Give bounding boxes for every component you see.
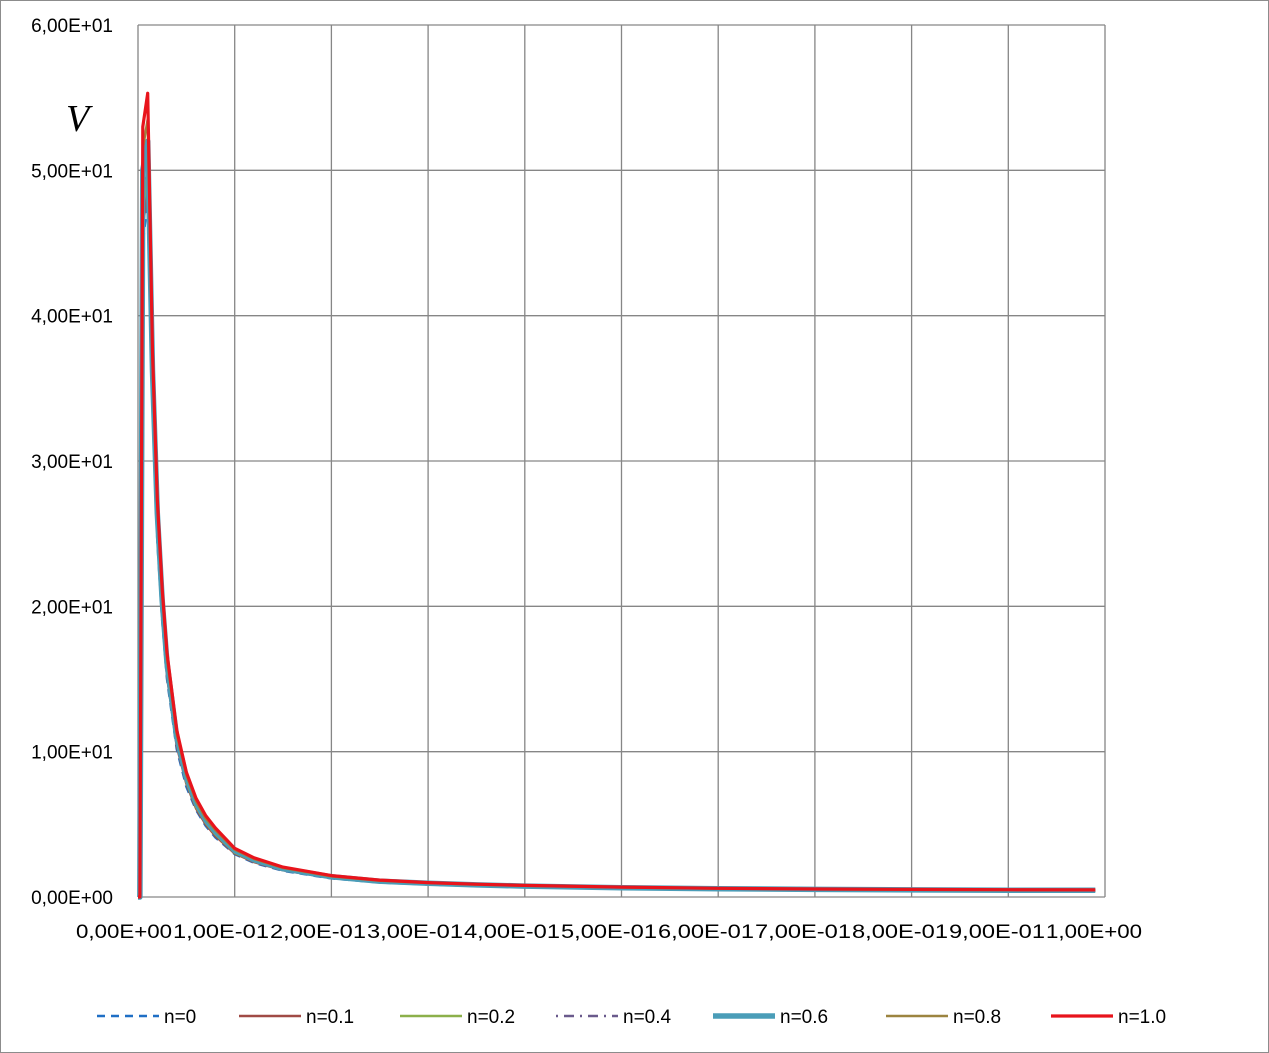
y-tick-label-0: 0,00E+00 <box>31 888 113 909</box>
legend-item-0: n=0 <box>97 1007 196 1028</box>
y-axis-label: V <box>66 98 93 140</box>
legend-item-2: n=0.2 <box>400 1007 515 1028</box>
y-tick-label-4: 4,00E+01 <box>31 307 113 328</box>
legend: n=0 n=0.1 n=0.2 n=0.4 n=0.6 n=0.8 n=1.0 <box>97 1007 1166 1028</box>
x-tick-label-0: 0,00E+00 <box>76 922 172 943</box>
x-tick-label-4: 4,00E-01 <box>464 922 560 943</box>
series-line-6 <box>138 91 1096 899</box>
x-tick-label-1: 1,00E-01 <box>173 922 269 943</box>
legend-item-3: n=0.4 <box>556 1007 672 1028</box>
x-tick-label-8: 8,00E-01 <box>852 922 948 943</box>
x-tick-label-9: 9,00E-01 <box>949 922 1045 943</box>
y-tick-label-3: 3,00E+01 <box>31 452 113 473</box>
x-tick-label-6: 6,00E-01 <box>658 922 754 943</box>
series-lines <box>137 91 1096 900</box>
y-tick-label-5: 5,00E+01 <box>31 161 113 182</box>
y-tick-label-6: 6,00E+01 <box>31 16 113 37</box>
legend-item-1: n=0.1 <box>239 1007 354 1028</box>
legend-label-5: n=0.8 <box>953 1007 1001 1028</box>
legend-item-6: n=1.0 <box>1051 1007 1166 1028</box>
legend-label-0: n=0 <box>164 1007 196 1028</box>
x-tick-label-5: 5,00E-01 <box>561 922 657 943</box>
y-tick-label-1: 1,00E+01 <box>31 743 113 764</box>
grid <box>137 24 1106 898</box>
legend-label-2: n=0.2 <box>467 1007 515 1028</box>
legend-label-3: n=0.4 <box>623 1007 672 1028</box>
x-tick-label-10: 1,00E+00 <box>1046 922 1142 943</box>
legend-item-4: n=0.6 <box>713 1007 828 1028</box>
legend-label-6: n=1.0 <box>1118 1007 1166 1028</box>
x-tick-label-3: 3,00E-01 <box>367 922 463 943</box>
x-axis-tick-labels: 0,00E+00 1,00E-01 2,00E-01 3,00E-01 4,00E-01… <box>76 922 1142 943</box>
y-tick-label-2: 2,00E+01 <box>31 597 113 618</box>
x-tick-label-7: 7,00E-01 <box>755 922 851 943</box>
legend-label-4: n=0.6 <box>780 1007 828 1028</box>
x-tick-label-2: 2,00E-01 <box>270 922 366 943</box>
legend-item-5: n=0.8 <box>886 1007 1001 1028</box>
y-axis-tick-labels: 0,00E+00 1,00E+01 2,00E+01 3,00E+01 4,00E+01… <box>31 16 113 909</box>
legend-label-1: n=0.1 <box>306 1007 354 1028</box>
